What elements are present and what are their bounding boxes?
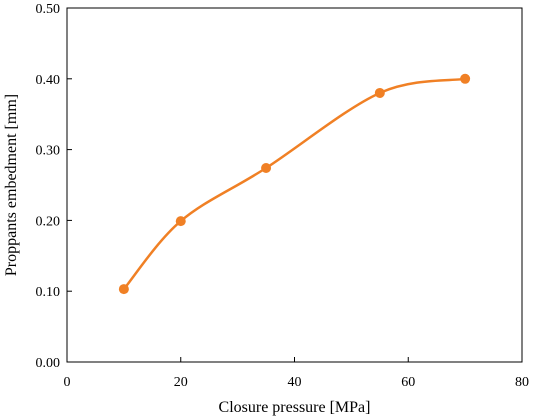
data-point bbox=[261, 163, 272, 174]
data-point bbox=[460, 73, 471, 84]
x-tick-label: 60 bbox=[401, 375, 415, 390]
x-axis-title: Closure pressure [MPa] bbox=[219, 399, 371, 416]
y-tick-label: 0.50 bbox=[36, 2, 61, 17]
y-axis: 0.00 0.10 0.20 0.30 0.40 0.50 bbox=[36, 2, 72, 371]
y-tick-label: 0.30 bbox=[36, 144, 61, 159]
data-point bbox=[118, 284, 129, 295]
series-line bbox=[122, 77, 466, 290]
y-tick-label: 0.20 bbox=[36, 214, 61, 229]
x-tick-label: 40 bbox=[288, 375, 302, 390]
x-tick-label: 80 bbox=[515, 375, 529, 390]
y-axis-title: Proppants embedment [mm] bbox=[3, 94, 20, 276]
data-point bbox=[374, 87, 385, 98]
x-tick-label: 0 bbox=[64, 375, 71, 390]
plot-frame bbox=[66, 7, 523, 363]
y-tick-label: 0.40 bbox=[36, 73, 61, 88]
x-tick-label: 20 bbox=[174, 375, 188, 390]
series-markers bbox=[118, 73, 471, 295]
y-tick-label: 0.10 bbox=[36, 285, 61, 300]
y-tick-label: 0.00 bbox=[36, 356, 61, 371]
data-point bbox=[175, 216, 186, 227]
x-axis: 0 20 40 60 80 bbox=[64, 357, 529, 390]
